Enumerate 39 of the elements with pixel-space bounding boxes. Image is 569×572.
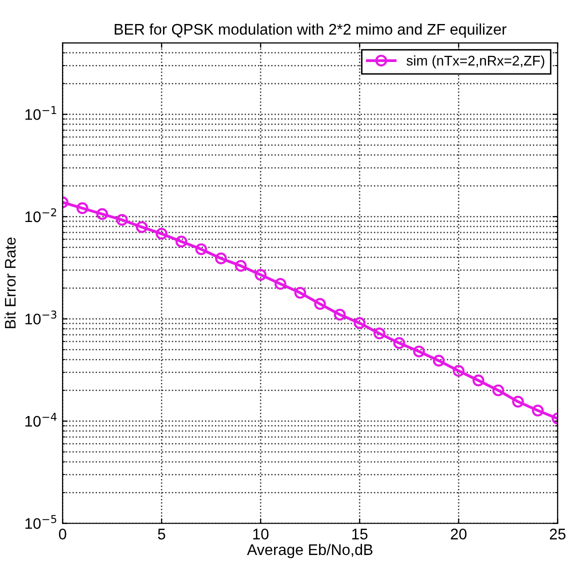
point xyxy=(354,317,366,329)
y-axis-title: Bit Error Rate xyxy=(4,238,16,328)
point xyxy=(175,236,188,248)
x-tick-label: 20 xyxy=(450,528,467,540)
point xyxy=(393,337,406,349)
point xyxy=(215,252,227,264)
x-tick-label: 0 xyxy=(58,528,66,540)
x-tick-label: 5 xyxy=(158,528,166,540)
point xyxy=(472,374,484,386)
y-tick-label: 10$^{−5}$ xyxy=(25,515,56,529)
point xyxy=(136,221,148,233)
x-tick-label: 10 xyxy=(253,528,268,540)
y-tick-label: 10$^{−4}$ xyxy=(25,412,57,427)
point xyxy=(254,268,267,281)
point xyxy=(532,404,544,416)
point xyxy=(274,278,286,290)
x-tick-label: 15 xyxy=(352,528,368,540)
chart-title: BER for QPSK modulation with 2*2 mimo and ZF equilizer xyxy=(114,23,506,38)
y-tick-label: 10$^{−2}$ xyxy=(25,208,56,222)
point xyxy=(314,298,326,310)
point xyxy=(76,202,88,214)
point xyxy=(452,364,465,377)
point xyxy=(96,208,108,220)
y-tick-label: 10$^{−1}$ xyxy=(25,106,56,120)
point xyxy=(334,308,346,321)
point xyxy=(512,396,524,408)
point xyxy=(116,214,128,226)
x-axis-title: Average Eb/No,dB xyxy=(247,544,372,558)
point xyxy=(234,260,247,272)
point xyxy=(195,243,208,256)
legend-label: sim (nTx=2,nRx=2,ZF) xyxy=(406,55,544,68)
point xyxy=(294,286,306,299)
point xyxy=(432,354,445,367)
point xyxy=(374,328,386,340)
x-tick-label: 25 xyxy=(550,528,566,540)
point xyxy=(492,384,504,396)
point xyxy=(156,228,168,240)
point xyxy=(413,346,425,358)
y-tick-label: 10$^{−3}$ xyxy=(25,310,56,324)
